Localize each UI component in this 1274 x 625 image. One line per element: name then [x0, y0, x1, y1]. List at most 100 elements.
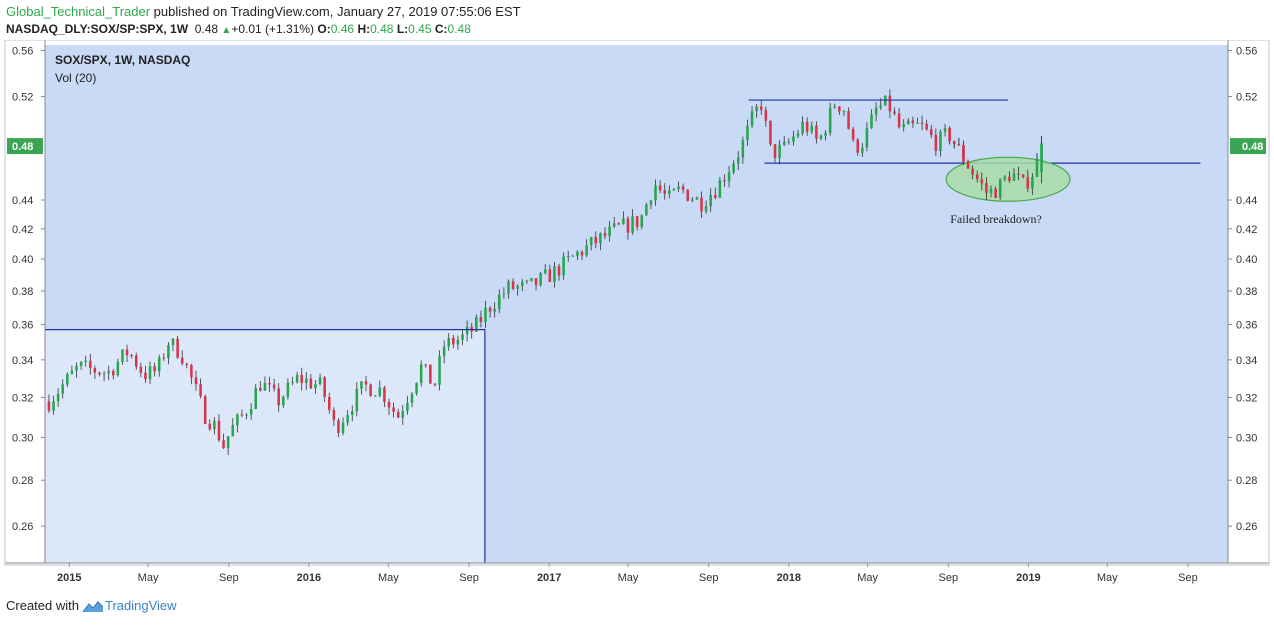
- candle[interactable]: [300, 367, 303, 391]
- candle[interactable]: [401, 404, 405, 425]
- candle[interactable]: [116, 358, 120, 377]
- candle[interactable]: [272, 378, 276, 392]
- candle[interactable]: [842, 110, 846, 117]
- candle[interactable]: [516, 284, 519, 296]
- candle[interactable]: [980, 172, 984, 191]
- candle[interactable]: [305, 372, 308, 390]
- candle[interactable]: [217, 414, 221, 443]
- candle[interactable]: [1003, 175, 1007, 182]
- candle[interactable]: [47, 394, 51, 413]
- candle[interactable]: [277, 383, 280, 412]
- candle[interactable]: [493, 302, 496, 318]
- candle[interactable]: [442, 340, 446, 364]
- candle[interactable]: [589, 236, 593, 251]
- candle[interactable]: [107, 365, 110, 380]
- candle[interactable]: [332, 407, 336, 426]
- candle[interactable]: [874, 102, 878, 122]
- candle[interactable]: [507, 279, 510, 299]
- candle[interactable]: [686, 189, 689, 202]
- candle[interactable]: [907, 118, 910, 125]
- candle[interactable]: [180, 350, 184, 366]
- candle[interactable]: [640, 214, 644, 230]
- candle[interactable]: [801, 116, 804, 136]
- candle[interactable]: [718, 176, 722, 199]
- candle[interactable]: [378, 380, 382, 398]
- candle[interactable]: [622, 211, 625, 225]
- candle[interactable]: [998, 178, 1002, 200]
- author-link[interactable]: Global_Technical_Trader: [6, 4, 151, 19]
- candle[interactable]: [865, 122, 869, 152]
- candle[interactable]: [144, 365, 147, 383]
- candle[interactable]: [966, 159, 970, 170]
- candle[interactable]: [387, 398, 391, 415]
- candle[interactable]: [668, 185, 671, 199]
- candle[interactable]: [562, 252, 565, 280]
- candle[interactable]: [580, 250, 584, 261]
- candle[interactable]: [635, 216, 639, 231]
- candle[interactable]: [548, 264, 552, 283]
- candle[interactable]: [1012, 167, 1016, 181]
- candle[interactable]: [337, 417, 340, 438]
- candle[interactable]: [957, 137, 961, 146]
- candle[interactable]: [157, 354, 161, 377]
- candle[interactable]: [383, 385, 386, 408]
- candle[interactable]: [792, 130, 795, 146]
- candle[interactable]: [245, 412, 248, 420]
- candle[interactable]: [856, 138, 860, 156]
- candle[interactable]: [314, 379, 317, 394]
- candle[interactable]: [79, 361, 83, 370]
- candle[interactable]: [406, 395, 409, 415]
- candle[interactable]: [213, 417, 216, 435]
- candle[interactable]: [828, 102, 832, 136]
- candle[interactable]: [465, 320, 469, 342]
- candle[interactable]: [723, 174, 726, 187]
- candle[interactable]: [746, 119, 749, 146]
- candle[interactable]: [98, 371, 101, 377]
- candle[interactable]: [934, 128, 938, 156]
- candle[interactable]: [291, 376, 294, 386]
- candle[interactable]: [833, 103, 837, 109]
- candle[interactable]: [971, 165, 974, 180]
- candle[interactable]: [838, 106, 841, 115]
- candle[interactable]: [1031, 173, 1034, 195]
- candle[interactable]: [373, 395, 377, 397]
- candle[interactable]: [369, 383, 372, 397]
- candle[interactable]: [130, 353, 133, 359]
- candle[interactable]: [888, 89, 892, 119]
- candle[interactable]: [424, 363, 428, 368]
- candle[interactable]: [350, 405, 354, 422]
- candle[interactable]: [61, 379, 64, 399]
- candle[interactable]: [162, 353, 166, 361]
- candle[interactable]: [787, 138, 791, 145]
- candle[interactable]: [185, 362, 189, 369]
- candle[interactable]: [704, 200, 708, 214]
- candle[interactable]: [612, 216, 616, 229]
- candle[interactable]: [727, 165, 731, 188]
- candle[interactable]: [943, 123, 947, 137]
- candle[interactable]: [208, 419, 212, 431]
- candle[interactable]: [231, 418, 235, 437]
- candle[interactable]: [654, 179, 657, 206]
- candle[interactable]: [415, 382, 418, 396]
- candle[interactable]: [645, 202, 648, 216]
- candle[interactable]: [125, 344, 129, 363]
- candle[interactable]: [203, 394, 207, 425]
- candle[interactable]: [75, 362, 78, 378]
- candle[interactable]: [1017, 166, 1020, 181]
- candle[interactable]: [663, 183, 666, 200]
- breakdown-ellipse[interactable]: [945, 156, 1071, 202]
- candle[interactable]: [249, 403, 253, 420]
- candle[interactable]: [236, 413, 239, 433]
- candle[interactable]: [975, 170, 979, 183]
- candle[interactable]: [557, 263, 561, 281]
- candle[interactable]: [52, 395, 55, 415]
- candle[interactable]: [479, 310, 483, 328]
- candle[interactable]: [263, 376, 267, 391]
- candle[interactable]: [773, 144, 777, 163]
- candle[interactable]: [759, 100, 763, 115]
- price-chart[interactable]: Failed breakdown? SOX/SPX, 1W, NASDAQ Vo…: [0, 40, 1274, 596]
- candle[interactable]: [861, 143, 864, 157]
- candle[interactable]: [778, 140, 781, 165]
- candle[interactable]: [323, 376, 326, 402]
- candle[interactable]: [429, 364, 432, 384]
